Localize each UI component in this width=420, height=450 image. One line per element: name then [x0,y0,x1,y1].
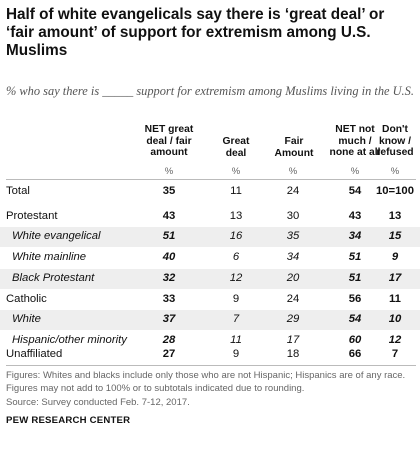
table-cell: 32 [162,272,176,284]
table-row: Black Protestant 32 12 20 51 17 [0,269,420,289]
table-row: Protestant 43 13 30 43 13 [0,207,420,227]
table-cell: 37 [162,313,176,325]
column-header-net-not-much: NET not much / none at all [329,124,381,158]
table-cell: 17 [286,334,300,346]
table-row: Total 35 11 24 54 10=100 [0,182,420,202]
row-label: Total [6,185,30,197]
table-cell: 24 [286,185,300,197]
row-label: Hispanic/other minority [12,334,127,346]
source-note: Source: Survey conducted Feb. 7-12, 2017… [6,397,190,408]
table-cell: 12 [229,272,243,284]
rule-bottom [6,365,416,366]
row-label: White [12,313,41,325]
table-cell: 54 [348,313,362,325]
unit-label: % [390,166,400,177]
rule-top [6,179,416,180]
table-cell: 13 [388,210,402,222]
column-header-net-great-fair: NET great deal / fair amount [144,124,194,158]
row-label: Protestant [6,210,58,222]
table-cell: 43 [162,210,176,222]
table-cell: 7 [232,313,240,325]
table-cell: 66 [348,348,362,360]
table-cell: 30 [286,210,300,222]
chart-subtitle: % who say there is _____ support for ext… [6,84,414,98]
table-cell: 6 [232,251,240,263]
table-cell: 51 [162,230,176,242]
row-label: White mainline [12,251,87,263]
chart-title: Half of white evangelicals say there is … [6,6,385,59]
unit-label: % [350,166,360,177]
unit-label: % [288,166,298,177]
table-cell: 51 [348,251,362,263]
table-row: Unaffiliated 27 9 18 66 7 [0,345,420,365]
table-cell: 9 [232,348,240,360]
column-header-great-deal: Great deal [222,136,250,159]
row-label: Black Protestant [12,272,95,284]
organization-logo-text: PEW RESEARCH CENTER [6,415,131,426]
unit-label: % [164,166,174,177]
table-row: Hispanic/other minority 28 11 17 60 12 [0,331,420,351]
row-label: Unaffiliated [6,348,63,360]
table-cell: 18 [286,348,300,360]
row-label: White evangelical [12,230,101,242]
table-cell: 34 [286,251,300,263]
table-cell: 43 [348,210,362,222]
table-cell: 28 [162,334,176,346]
table-cell: 10=100 [375,185,414,197]
column-header-dont-know: Don't know / refused [376,124,414,158]
table-cell: 11 [230,334,242,346]
unit-row: % % % % % [0,166,420,178]
note-rounding: Figures may not add to 100% or to subtot… [6,383,305,394]
table-cell: 12 [388,334,402,346]
table-row: White 37 7 29 54 10 [0,310,420,330]
table-cell: 34 [348,230,362,242]
table-cell: 27 [162,348,176,360]
table-cell: 35 [162,185,176,197]
table-cell: 17 [388,272,402,284]
table-cell: 16 [229,230,243,242]
row-label: Catholic [6,293,47,305]
table-row: White evangelical 51 16 35 34 15 [0,227,420,247]
column-header-fair-amount: Fair Amount [274,136,314,159]
table-cell: 60 [348,334,362,346]
table-cell: 9 [232,293,240,305]
table-row: Catholic 33 9 24 56 11 [0,290,420,310]
table-cell: 13 [229,210,243,222]
unit-label: % [231,166,241,177]
table-cell: 11 [389,293,401,305]
table-cell: 56 [348,293,362,305]
note-race: Figures: Whites and blacks include only … [6,370,406,381]
table-cell: 7 [391,348,399,360]
table-cell: 10 [388,313,402,325]
table-cell: 54 [348,185,362,197]
table-cell: 15 [388,230,402,242]
table-cell: 33 [162,293,176,305]
table-cell: 51 [348,272,362,284]
table-cell: 40 [162,251,176,263]
table-cell: 9 [391,251,399,263]
table-cell: 24 [286,293,300,305]
table-cell: 29 [286,313,300,325]
table-row: White mainline 40 6 34 51 9 [0,248,420,268]
table-cell: 11 [230,185,242,197]
table-cell: 20 [286,272,300,284]
table-cell: 35 [286,230,300,242]
